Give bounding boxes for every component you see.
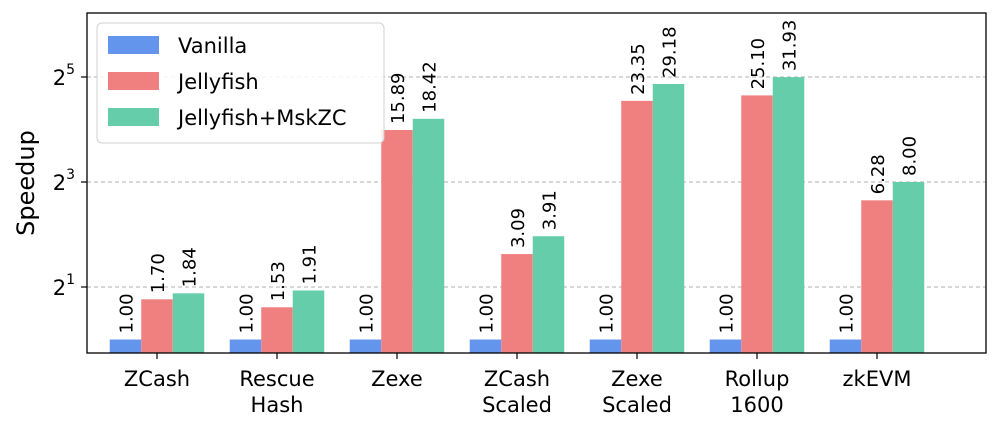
x-axis-ticks: ZCash Rescue Hash Zexe ZCash Scaled Zexe Scaled… (124, 353, 912, 417)
x-tick-label: zkEVM (843, 367, 912, 391)
y-axis-label: Speedup (12, 130, 40, 236)
bar (412, 118, 445, 353)
y-tick-label: 21 (53, 272, 75, 300)
bar (109, 339, 142, 353)
data-label: 1.91 (300, 244, 321, 284)
legend-swatch (108, 108, 159, 126)
data-label: 3.91 (540, 190, 561, 230)
data-label: 1.00 (837, 293, 858, 333)
bar (861, 200, 893, 353)
bar (652, 83, 685, 353)
bar (589, 339, 622, 353)
data-label: 31.93 (780, 20, 801, 72)
bar (172, 293, 205, 353)
bar (709, 339, 742, 353)
bar (349, 339, 382, 353)
bar (381, 130, 413, 353)
y-tick-label: 23 (53, 167, 75, 195)
bar (261, 307, 293, 353)
data-label: 23.35 (628, 43, 649, 95)
data-label: 29.18 (660, 26, 681, 78)
data-label: 8.00 (900, 136, 921, 176)
data-label: 1.00 (477, 293, 498, 333)
legend-entry-label: Vanilla (178, 34, 247, 58)
bar (829, 339, 862, 353)
data-label: 1.53 (268, 261, 289, 301)
y-axis-ticks: 21 23 25 (53, 62, 87, 300)
data-label: 1.00 (117, 293, 138, 333)
bar (141, 299, 173, 353)
bar (741, 95, 773, 353)
data-label: 1.70 (148, 253, 169, 293)
legend-box (96, 22, 385, 144)
bar (501, 254, 533, 353)
data-label: 1.00 (597, 293, 618, 333)
data-label: 18.42 (420, 61, 441, 113)
x-tick-label: Zexe Scaled (602, 367, 672, 417)
legend-swatch (108, 72, 159, 90)
bar (292, 290, 325, 353)
bar (892, 182, 925, 353)
bar (532, 236, 565, 353)
data-label: 1.00 (357, 293, 378, 333)
bar (621, 100, 653, 353)
bars-group (109, 77, 925, 353)
x-tick-label: Rollup 1600 (725, 367, 790, 417)
bar (469, 339, 502, 353)
data-label: 6.28 (868, 154, 889, 194)
legend: Vanilla Jellyfish Jellyfish+MskZC (96, 22, 385, 144)
data-label: 15.89 (388, 72, 409, 124)
data-label: 1.00 (717, 293, 738, 333)
x-tick-label: ZCash Scaled (482, 367, 552, 417)
x-tick-label: Zexe (371, 367, 423, 391)
y-tick-label: 25 (53, 62, 75, 90)
x-tick-label: Rescue Hash (239, 367, 314, 417)
bar (229, 339, 262, 353)
legend-entry-label: Jellyfish (176, 70, 259, 94)
legend-swatch (108, 36, 159, 54)
data-label: 25.10 (748, 38, 769, 90)
data-labels: 1.00 1.70 1.84 1.00 1.53 1.91 1.00 15.89 18.42 1.… (117, 20, 921, 334)
plot-frame (86, 12, 987, 354)
data-label: 3.09 (508, 208, 529, 248)
x-tick-label: ZCash (124, 367, 190, 391)
data-label: 1.00 (237, 293, 258, 333)
bar (772, 77, 805, 353)
legend-entry-label: Jellyfish+MskZC (176, 106, 347, 130)
data-label: 1.84 (180, 247, 201, 287)
